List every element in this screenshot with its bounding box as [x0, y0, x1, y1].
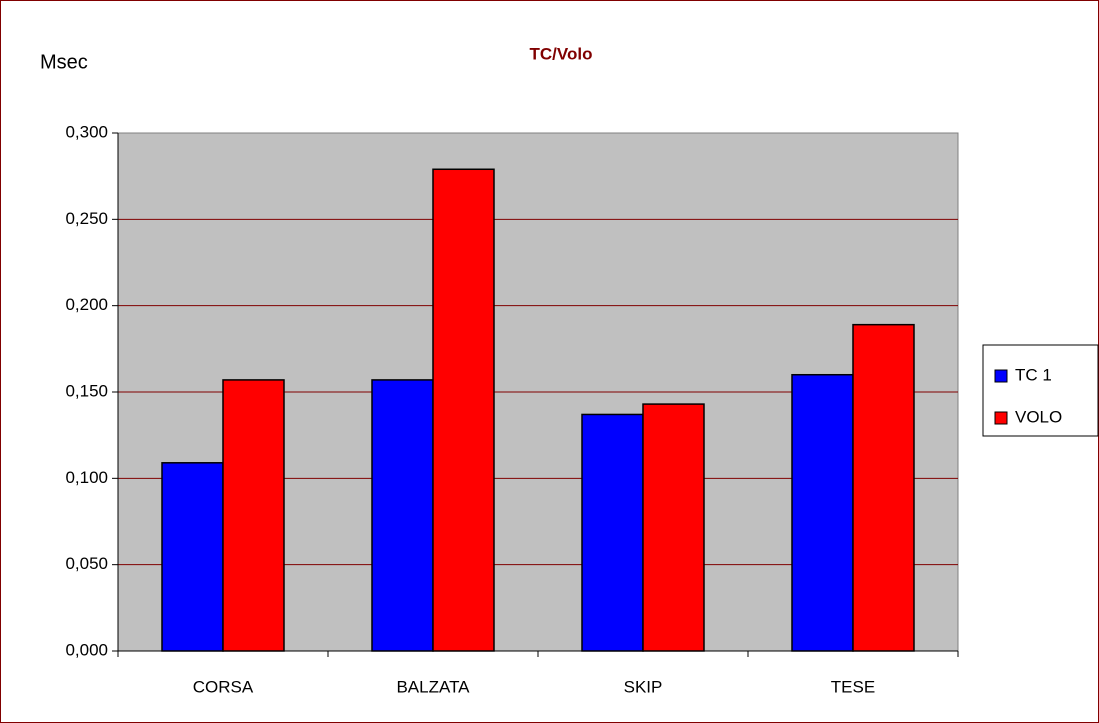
x-tick-label: BALZATA [396, 677, 470, 696]
legend-swatch [994, 369, 1008, 383]
chart-title: TC/Volo [530, 44, 593, 63]
y-tick-label: 0,150 [65, 381, 108, 400]
x-tick-label: CORSA [193, 677, 254, 696]
x-tick-label: TESE [831, 677, 875, 696]
bar [432, 168, 495, 652]
axes: 0,000 0,050 0,100 0,150 0,200 0,250 0,300 CORSA… [65, 122, 959, 696]
y-tick-label: 0,250 [65, 209, 108, 228]
bar [222, 379, 285, 652]
bar [371, 379, 434, 652]
legend: TC 1 VOLO [994, 365, 1062, 426]
legend-label: VOLO [1015, 407, 1062, 426]
bar [161, 462, 224, 652]
legend-swatch [994, 411, 1008, 425]
legend-label: TC 1 [1015, 365, 1052, 384]
y-tick-label: 0,100 [65, 468, 108, 487]
bar [791, 373, 854, 652]
y-tick-label: 0,000 [65, 640, 108, 659]
y-axis-label: Msec [40, 51, 88, 73]
bar [642, 403, 705, 652]
y-tick-label: 0,300 [65, 122, 108, 141]
y-tick-label: 0,050 [65, 554, 108, 573]
bars [161, 168, 915, 652]
y-tick-label: 0,200 [65, 295, 108, 314]
bar [852, 323, 915, 652]
bar [581, 413, 644, 652]
x-tick-label: SKIP [624, 677, 663, 696]
